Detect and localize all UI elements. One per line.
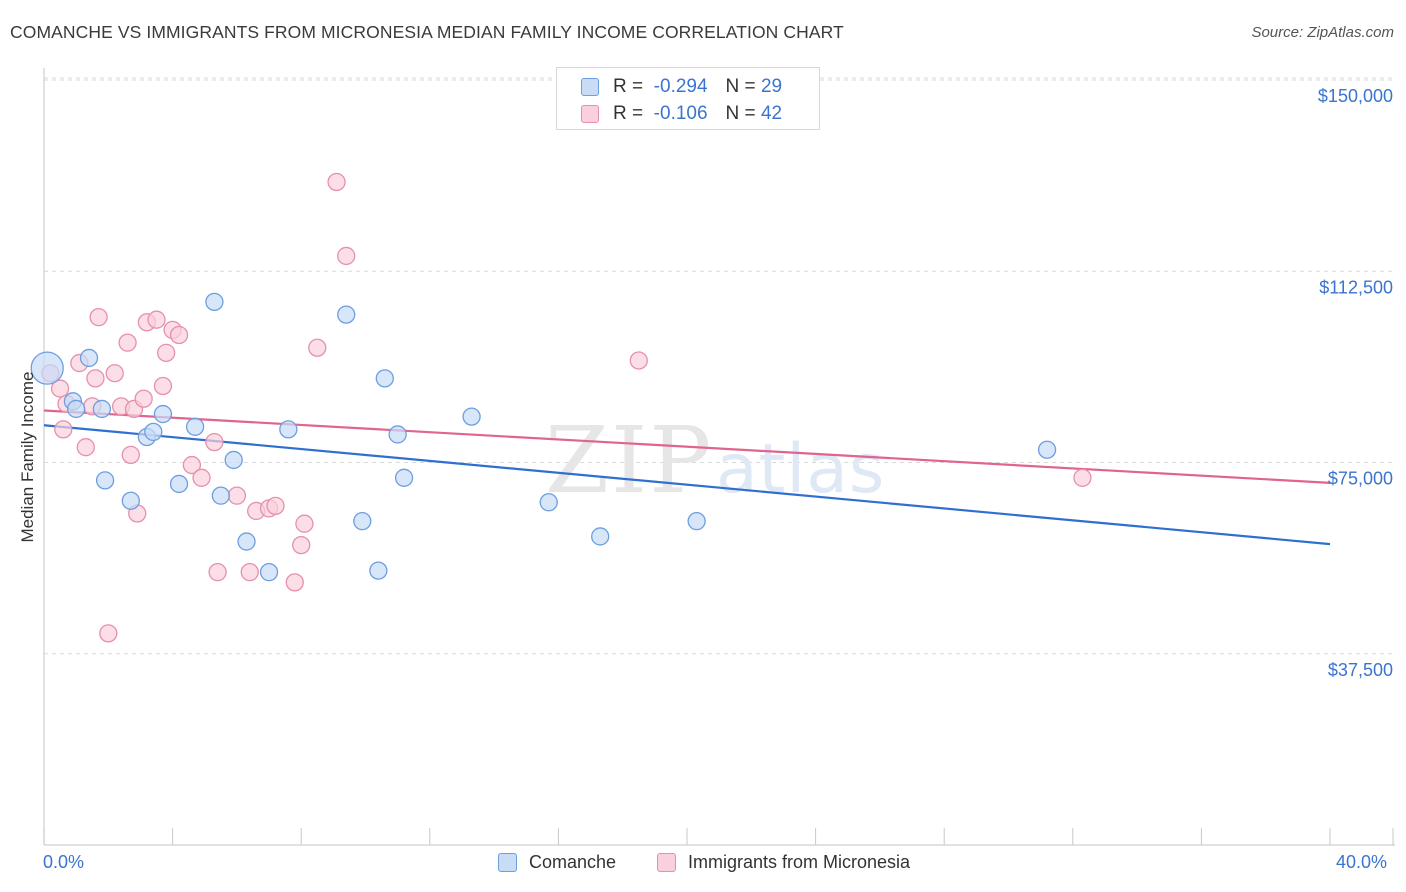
micronesia-point bbox=[157, 343, 176, 363]
micronesia-point bbox=[134, 389, 153, 408]
source-label: Source: ZipAtlas.com bbox=[1251, 24, 1394, 41]
comanche-point bbox=[388, 425, 407, 444]
micronesia-point bbox=[205, 432, 224, 452]
watermark-atlas: atlas bbox=[716, 430, 885, 509]
y-tick-label: $112,500 bbox=[1319, 277, 1393, 297]
comanche-point bbox=[353, 512, 372, 531]
legend-swatch-pink bbox=[581, 105, 599, 123]
series-swatch-pink bbox=[657, 853, 676, 872]
series-label-comanche: Comanche bbox=[529, 852, 617, 872]
legend-r-label: R = bbox=[613, 103, 644, 124]
micronesia-point bbox=[182, 455, 202, 475]
y-tick-label: $37,500 bbox=[1328, 660, 1393, 680]
comanche-point bbox=[394, 468, 414, 487]
legend-r-label: R = bbox=[613, 76, 644, 97]
comanche-point bbox=[205, 292, 224, 312]
series-legend: Comanche Immigrants from Micronesia bbox=[0, 852, 1406, 878]
legend-r-value-micronesia: -0.106 bbox=[653, 103, 708, 124]
micronesia-point bbox=[227, 486, 247, 505]
micronesia-point bbox=[192, 468, 211, 487]
comanche-point bbox=[224, 450, 243, 470]
y-tick-label: $150,000 bbox=[1318, 86, 1393, 106]
micronesia-point bbox=[285, 573, 304, 592]
micronesia-point bbox=[1073, 468, 1092, 487]
axes bbox=[43, 68, 1395, 846]
micronesia-point bbox=[240, 563, 259, 582]
comanche-point bbox=[591, 527, 610, 546]
comanche-point bbox=[259, 563, 279, 582]
comanche-point bbox=[79, 348, 99, 368]
series-swatch-blue bbox=[498, 853, 517, 872]
comanche-point bbox=[337, 305, 356, 324]
micronesia-point bbox=[99, 624, 118, 643]
micronesia-point bbox=[121, 445, 140, 465]
comanche-point bbox=[687, 512, 706, 531]
series-label-micronesia: Immigrants from Micronesia bbox=[688, 852, 911, 872]
comanche-point bbox=[237, 532, 256, 551]
comanche-point bbox=[153, 404, 173, 424]
comanche-point bbox=[279, 420, 298, 439]
x-tick-label-max: 40.0% bbox=[1336, 852, 1388, 872]
series-legend-micronesia[interactable]: Immigrants from Micronesia bbox=[657, 852, 910, 873]
comanche-point bbox=[369, 561, 388, 580]
comanche-point bbox=[169, 474, 189, 494]
micronesia-point bbox=[105, 364, 124, 383]
y-tick-labels: $37,500 $75,000 $112,500 $150,000 bbox=[1318, 86, 1393, 680]
data-points bbox=[30, 172, 1092, 643]
micronesia-point bbox=[89, 307, 108, 327]
legend-row-comanche: R = -0.294 N = 29 bbox=[581, 73, 782, 101]
comanche-point bbox=[95, 471, 115, 490]
micronesia-point bbox=[86, 369, 105, 388]
comanche-point bbox=[121, 491, 140, 510]
comanche-point bbox=[67, 399, 86, 419]
micronesia-point bbox=[327, 172, 346, 192]
legend-n-label: N = bbox=[725, 103, 756, 124]
legend-n-label: N = bbox=[725, 76, 756, 97]
chart-title: COMANCHE VS IMMIGRANTS FROM MICRONESIA M… bbox=[10, 22, 844, 42]
y-tick-label: $75,000 bbox=[1328, 469, 1393, 489]
comanche-point bbox=[92, 399, 112, 419]
micronesia-point bbox=[337, 246, 356, 266]
comanche-point bbox=[1037, 440, 1057, 459]
micronesia-point bbox=[266, 496, 285, 516]
micronesia-trend-line bbox=[43, 409, 1331, 484]
watermark-zip: ZIP bbox=[545, 407, 713, 514]
trend-lines bbox=[43, 409, 1331, 546]
micronesia-point bbox=[147, 310, 166, 329]
micronesia-point bbox=[50, 379, 70, 398]
legend-n-value-comanche: 29 bbox=[760, 76, 783, 97]
comanche-point bbox=[144, 422, 163, 442]
micronesia-point bbox=[308, 338, 327, 357]
micronesia-point bbox=[295, 514, 314, 533]
y-axis-title: Median Family Income bbox=[18, 371, 37, 543]
micronesia-point bbox=[76, 438, 95, 457]
micronesia-point bbox=[169, 325, 189, 345]
micronesia-point bbox=[208, 563, 227, 582]
legend-swatch-blue bbox=[581, 78, 599, 96]
comanche-point bbox=[462, 407, 481, 426]
correlation-legend: R = -0.294 N = 29 R = -0.106 N = 42 bbox=[556, 67, 820, 130]
comanche-point bbox=[375, 369, 394, 388]
micronesia-point bbox=[153, 376, 173, 396]
micronesia-point bbox=[629, 351, 648, 370]
micronesia-point bbox=[54, 420, 73, 439]
watermark: ZIP atlas bbox=[545, 407, 885, 514]
comanche-point bbox=[539, 493, 558, 512]
legend-r-value-comanche: -0.294 bbox=[653, 76, 708, 97]
micronesia-point bbox=[118, 333, 137, 352]
legend-row-micronesia: R = -0.106 N = 42 bbox=[581, 100, 782, 128]
comanche-trend-line bbox=[43, 424, 1331, 546]
comanche-point bbox=[30, 351, 64, 385]
series-legend-comanche[interactable]: Comanche bbox=[498, 852, 616, 873]
comanche-point bbox=[211, 486, 230, 505]
legend-n-value-micronesia: 42 bbox=[760, 103, 783, 124]
x-tick-label-min: 0.0% bbox=[43, 852, 85, 872]
comanche-point bbox=[185, 417, 205, 436]
micronesia-point bbox=[292, 535, 311, 555]
